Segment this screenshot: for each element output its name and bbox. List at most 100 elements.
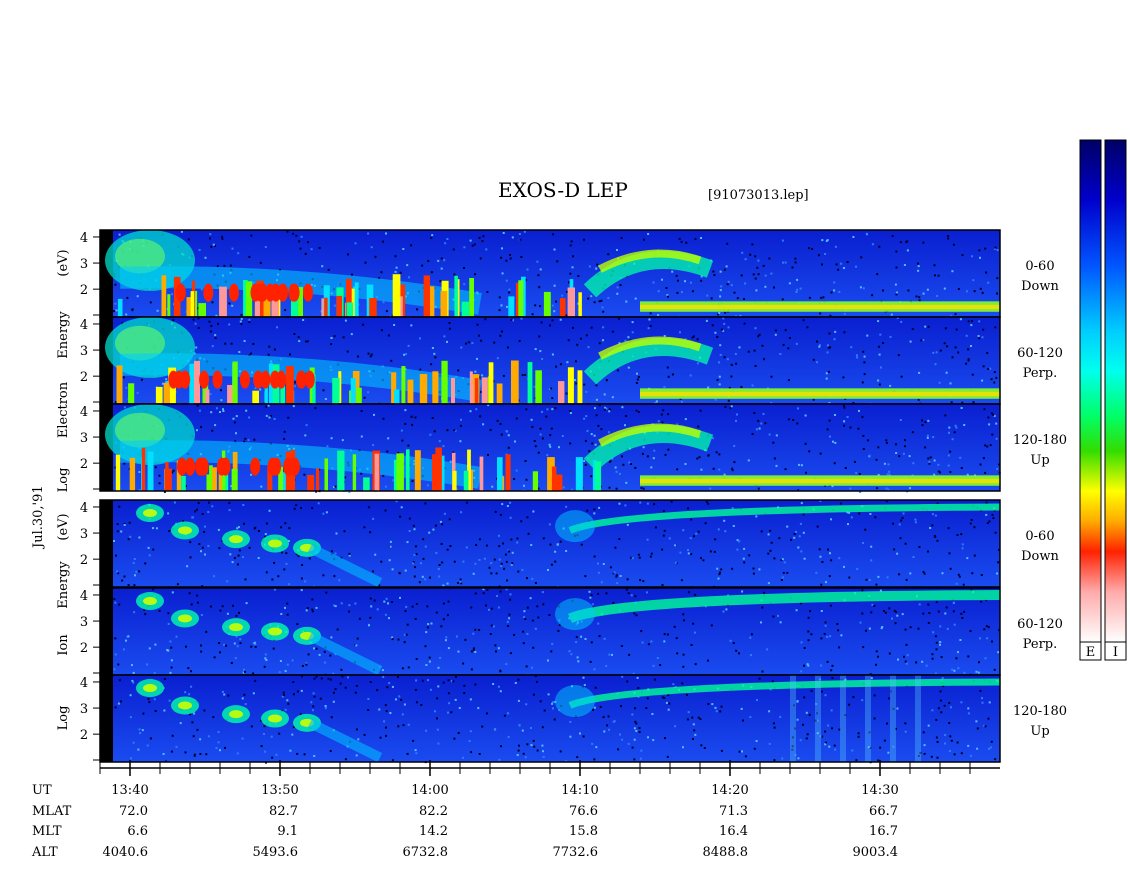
noise-speck bbox=[487, 454, 489, 456]
noise-speck bbox=[915, 295, 918, 298]
noise-speck bbox=[939, 643, 941, 646]
noise-speck bbox=[188, 693, 191, 696]
noise-speck bbox=[472, 647, 475, 650]
noise-speck bbox=[821, 735, 824, 738]
noise-speck bbox=[893, 548, 896, 551]
noise-speck bbox=[470, 650, 473, 653]
noise-speck bbox=[877, 473, 880, 476]
electron-burst bbox=[469, 278, 474, 317]
ephemeris-value-mlat: 82.7 bbox=[269, 804, 298, 819]
noise-speck bbox=[238, 549, 241, 552]
noise-speck bbox=[569, 442, 572, 445]
noise-speck bbox=[986, 637, 989, 640]
noise-speck bbox=[123, 522, 126, 525]
noise-speck bbox=[414, 566, 416, 569]
noise-speck bbox=[230, 485, 233, 488]
noise-speck bbox=[662, 409, 665, 412]
noise-speck bbox=[642, 580, 645, 583]
noise-speck bbox=[781, 757, 784, 760]
noise-speck bbox=[970, 519, 973, 521]
noise-speck bbox=[336, 628, 339, 631]
noise-speck bbox=[175, 635, 178, 638]
noise-speck bbox=[825, 581, 827, 584]
noise-speck bbox=[617, 748, 620, 751]
noise-speck bbox=[639, 579, 642, 582]
noise-speck bbox=[608, 408, 611, 411]
noise-speck bbox=[192, 318, 195, 321]
noise-speck bbox=[955, 426, 958, 429]
electron-burst-peak bbox=[239, 370, 250, 389]
noise-speck bbox=[717, 313, 719, 316]
noise-speck bbox=[315, 675, 318, 678]
ion-blob-core bbox=[268, 714, 282, 723]
noise-speck bbox=[774, 329, 777, 332]
noise-speck bbox=[144, 613, 147, 616]
electron-burst bbox=[206, 474, 212, 491]
noise-speck bbox=[501, 272, 504, 275]
noise-speck bbox=[803, 557, 806, 560]
noise-speck bbox=[237, 563, 239, 566]
noise-speck bbox=[147, 546, 150, 549]
electron-burst bbox=[419, 374, 428, 404]
noise-speck bbox=[244, 703, 247, 706]
electron-burst-peak bbox=[258, 283, 268, 302]
noise-speck bbox=[646, 455, 649, 458]
noise-speck bbox=[679, 551, 682, 554]
noise-speck bbox=[293, 507, 296, 510]
noise-speck bbox=[509, 652, 512, 655]
noise-speck bbox=[657, 290, 660, 293]
noise-speck bbox=[517, 570, 520, 573]
noise-speck bbox=[966, 473, 969, 476]
noise-speck bbox=[214, 334, 217, 337]
noise-speck bbox=[173, 501, 176, 504]
noise-speck bbox=[117, 663, 120, 666]
noise-speck bbox=[816, 732, 819, 735]
noise-speck bbox=[429, 688, 432, 691]
noise-speck bbox=[453, 737, 456, 740]
noise-speck bbox=[824, 621, 827, 624]
ephemeris-value-alt: 8488.8 bbox=[703, 845, 749, 860]
noise-speck bbox=[189, 541, 192, 544]
noise-speck bbox=[587, 297, 590, 300]
noise-speck bbox=[971, 572, 974, 575]
noise-speck bbox=[600, 428, 603, 431]
noise-speck bbox=[325, 591, 328, 594]
noise-speck bbox=[775, 464, 778, 467]
noise-speck bbox=[902, 452, 905, 455]
noise-speck bbox=[406, 752, 409, 755]
noise-speck bbox=[696, 362, 699, 365]
noise-speck bbox=[536, 605, 539, 608]
noise-speck bbox=[334, 552, 337, 555]
noise-speck bbox=[502, 374, 505, 377]
noise-speck bbox=[553, 310, 556, 313]
ephemeris-value-alt: 6732.8 bbox=[403, 845, 449, 860]
noise-speck bbox=[253, 641, 256, 644]
pitch-direction-label: Down bbox=[1021, 549, 1059, 564]
noise-speck bbox=[448, 702, 451, 705]
noise-speck bbox=[572, 326, 574, 329]
noise-speck bbox=[472, 572, 475, 575]
noise-speck bbox=[504, 553, 507, 556]
noise-speck bbox=[576, 656, 579, 659]
ephemeris-row-label: UT bbox=[32, 783, 52, 798]
noise-speck bbox=[993, 668, 996, 671]
noise-speck bbox=[873, 717, 876, 720]
noise-speck bbox=[939, 690, 942, 693]
ephemeris-value-alt: 5493.6 bbox=[253, 845, 299, 860]
noise-speck bbox=[508, 288, 511, 291]
noise-speck bbox=[198, 409, 201, 412]
noise-speck bbox=[676, 468, 679, 471]
noise-speck bbox=[540, 321, 543, 324]
noise-speck bbox=[750, 654, 752, 657]
noise-speck bbox=[489, 633, 492, 635]
noise-speck bbox=[780, 559, 783, 561]
noise-speck bbox=[407, 444, 410, 447]
noise-speck bbox=[116, 530, 119, 533]
noise-speck bbox=[744, 258, 747, 261]
noise-speck bbox=[791, 266, 794, 269]
noise-speck bbox=[250, 473, 252, 476]
noise-speck bbox=[499, 590, 502, 593]
noise-speck bbox=[338, 579, 341, 582]
noise-speck bbox=[937, 707, 940, 710]
noise-speck bbox=[536, 749, 539, 752]
